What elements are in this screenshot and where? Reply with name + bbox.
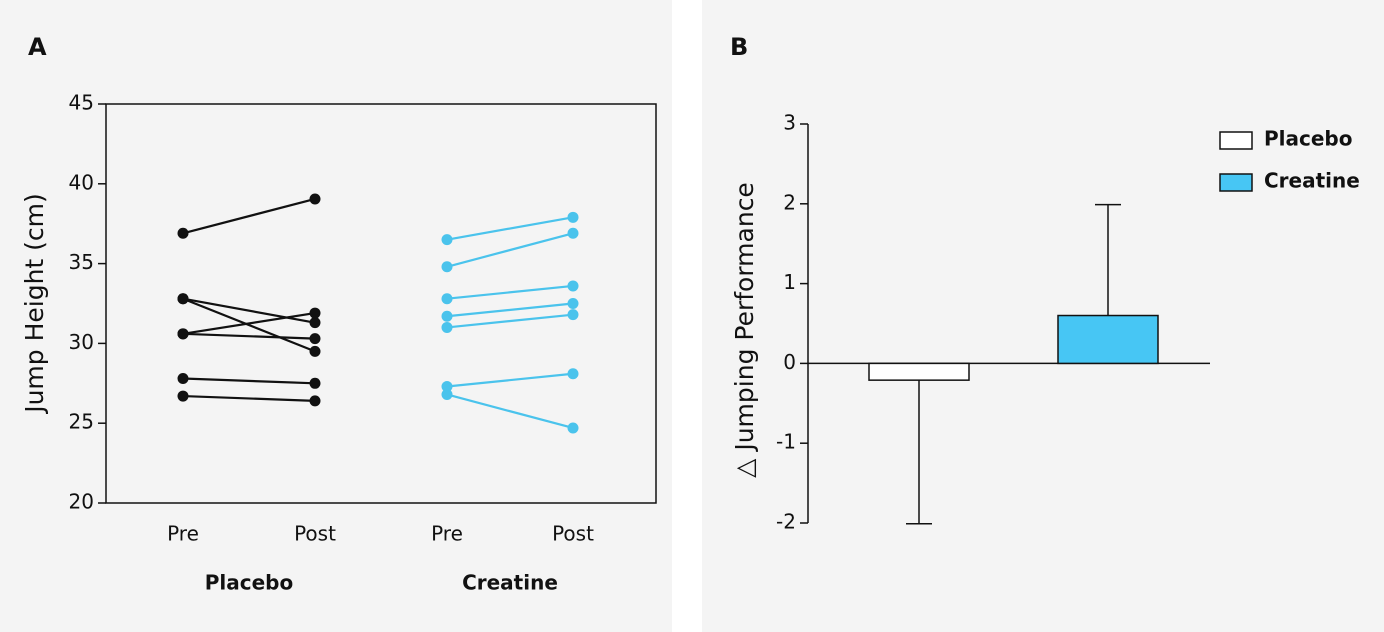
point <box>177 390 189 402</box>
y-tick-label: 45 <box>69 91 94 115</box>
point <box>309 345 321 357</box>
pair-line <box>446 216 574 241</box>
point <box>177 328 189 340</box>
x-tick-label: Pre <box>431 522 463 546</box>
y-tick-label: 25 <box>69 410 94 434</box>
point <box>567 298 579 309</box>
y-axis-label: △ Jumping Performance <box>730 182 759 478</box>
panel-b-bg <box>702 0 1384 632</box>
pair-line <box>182 297 316 324</box>
y-tick-label: 2 <box>783 190 796 214</box>
bar <box>1057 314 1159 365</box>
point <box>567 211 579 223</box>
legend-swatch <box>1219 173 1253 192</box>
point <box>309 377 321 389</box>
point <box>441 234 453 246</box>
bar <box>868 362 970 381</box>
pair-line <box>182 297 316 353</box>
legend-swatch <box>1219 131 1253 150</box>
y-axis-label: Jump Height (cm) <box>20 193 49 415</box>
pair-line <box>182 311 316 335</box>
point <box>441 321 453 333</box>
pair-line <box>446 393 574 430</box>
y-tick-label: 40 <box>69 170 94 194</box>
y-tick-label: 35 <box>69 250 94 274</box>
point <box>567 368 579 380</box>
point <box>441 261 453 273</box>
group-label: Creatine <box>462 571 558 595</box>
point <box>309 395 321 407</box>
point <box>567 422 579 434</box>
pair-line <box>446 372 574 388</box>
x-tick-label: Post <box>294 522 336 546</box>
point <box>309 317 321 329</box>
y-tick-label: 0 <box>783 350 796 374</box>
x-tick-label: Pre <box>167 522 199 546</box>
point <box>567 227 579 239</box>
group-label: Placebo <box>205 571 294 595</box>
pair-line <box>182 394 316 402</box>
point <box>567 309 579 321</box>
legend-label: Placebo <box>1264 127 1353 151</box>
pair-line <box>446 284 574 300</box>
point <box>441 310 453 322</box>
point <box>177 227 189 239</box>
point <box>441 293 453 305</box>
point <box>177 373 189 385</box>
point <box>309 193 321 205</box>
point <box>441 380 453 392</box>
y-tick-label: 1 <box>783 270 796 294</box>
pair-line <box>182 332 316 340</box>
point <box>441 388 453 400</box>
y-tick-label: 20 <box>69 490 94 514</box>
pair-line <box>446 302 574 318</box>
pair-line <box>446 232 574 268</box>
pair-line <box>446 313 574 329</box>
y-tick-label: 3 <box>783 111 796 135</box>
y-tick-label: 30 <box>69 330 94 354</box>
panel-label: A <box>28 33 47 61</box>
point <box>309 333 321 345</box>
plot-frame <box>105 103 657 504</box>
y-tick-label: -1 <box>776 430 796 454</box>
point <box>309 307 321 319</box>
panel-label: B <box>730 33 748 61</box>
x-tick-label: Post <box>552 522 594 546</box>
pair-line <box>182 197 316 235</box>
point <box>567 280 579 292</box>
legend-label: Creatine <box>1264 169 1360 193</box>
pair-line <box>182 377 316 385</box>
point <box>177 293 189 305</box>
y-tick-label: -2 <box>776 510 796 534</box>
